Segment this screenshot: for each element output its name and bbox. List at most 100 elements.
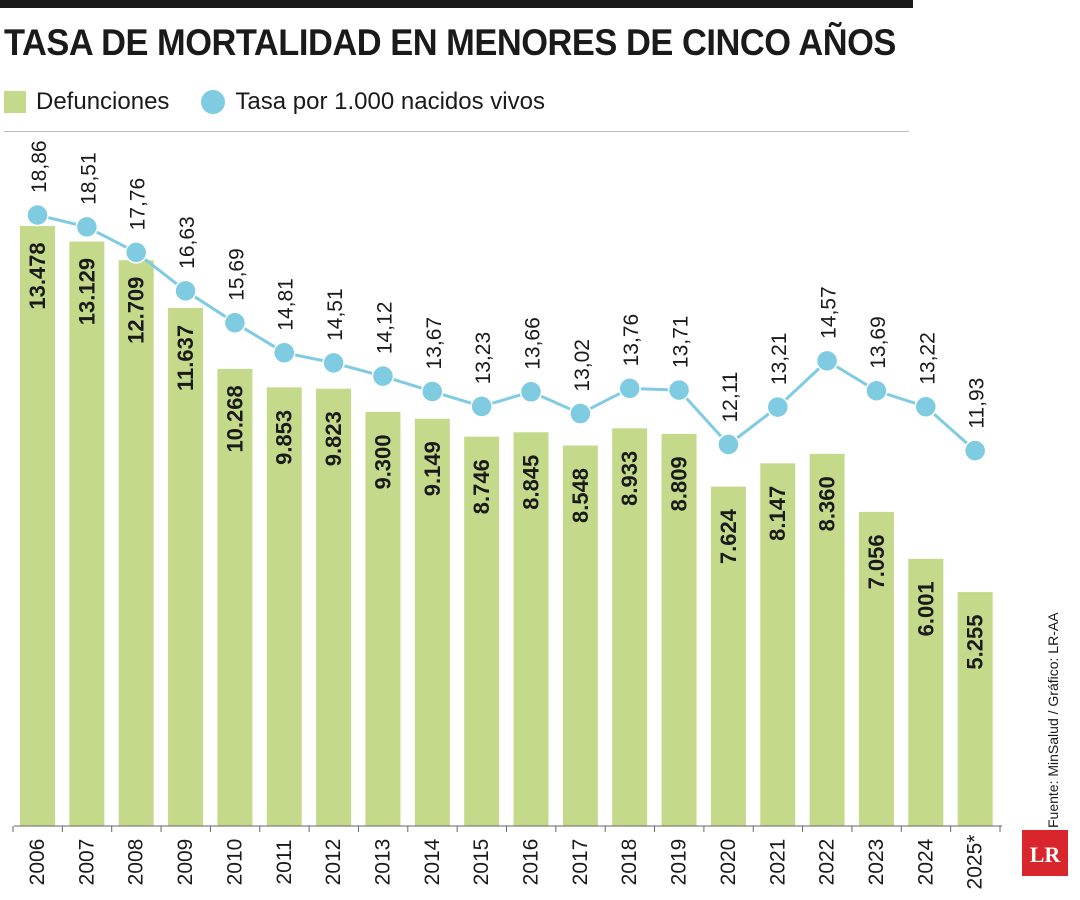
x-tick-label-2009: 2009 bbox=[174, 839, 197, 886]
x-tick-label-2019: 2019 bbox=[668, 839, 691, 886]
rate-point-2024 bbox=[914, 395, 938, 419]
x-tick-label-2023: 2023 bbox=[865, 839, 888, 886]
x-tick-label-2021: 2021 bbox=[766, 839, 789, 886]
rate-point-2012 bbox=[322, 351, 345, 375]
bar-label-2018: 8.933 bbox=[617, 451, 642, 506]
bar-label-2019: 8.809 bbox=[667, 456, 692, 511]
rate-point-2008 bbox=[124, 241, 148, 264]
x-tick-label-2016: 2016 bbox=[520, 839, 543, 886]
rate-label-2016: 13,66 bbox=[522, 317, 545, 370]
x-tick-label-2015: 2015 bbox=[470, 839, 493, 886]
rate-label-2024: 13,22 bbox=[916, 332, 939, 385]
bar-label-2014: 9.149 bbox=[420, 441, 445, 496]
bar-label-2023: 7.056 bbox=[864, 534, 889, 589]
rate-point-2021 bbox=[766, 395, 789, 419]
x-tick-label-2010: 2010 bbox=[223, 839, 246, 886]
rate-label-2015: 13,23 bbox=[472, 332, 495, 385]
bar-2019 bbox=[661, 433, 697, 826]
bar-label-2012: 9.823 bbox=[321, 411, 346, 466]
bar-2016 bbox=[513, 432, 549, 826]
bar-2007 bbox=[69, 241, 105, 826]
x-tick-label-2011: 2011 bbox=[273, 839, 296, 884]
rate-point-2014 bbox=[421, 380, 444, 403]
bar-2020 bbox=[710, 486, 746, 826]
rate-label-2008: 17,76 bbox=[127, 178, 150, 231]
legend-divider bbox=[4, 131, 909, 132]
lr-logo-badge bbox=[1022, 830, 1068, 876]
rate-label-2009: 16,63 bbox=[176, 216, 199, 269]
bar-label-2010: 10.268 bbox=[222, 385, 247, 452]
rate-point-2017 bbox=[569, 402, 592, 425]
legend-swatch-line bbox=[201, 90, 226, 114]
top-rule bbox=[0, 0, 913, 8]
rate-label-2014: 13,67 bbox=[423, 317, 446, 370]
x-tick-label-2020: 2020 bbox=[717, 839, 740, 886]
rate-point-2013 bbox=[371, 364, 395, 388]
bar-2022 bbox=[809, 453, 845, 826]
x-tick-label-2022: 2022 bbox=[816, 839, 839, 886]
x-tick-label-2018: 2018 bbox=[618, 839, 641, 886]
bar-2024 bbox=[908, 558, 944, 826]
chart-title: TASA DE MORTALIDAD EN MENORES DE CINCO A… bbox=[4, 22, 896, 63]
bar-label-2016: 8.845 bbox=[519, 455, 544, 510]
x-tick-label-2024: 2024 bbox=[914, 838, 937, 885]
rate-label-2011: 14,81 bbox=[275, 278, 298, 331]
rate-point-2016 bbox=[519, 380, 543, 404]
legend-item-bars: Defunciones bbox=[4, 88, 169, 116]
bar-2011 bbox=[266, 387, 302, 826]
bar-2017 bbox=[562, 445, 598, 826]
bar-label-2009: 11.637 bbox=[173, 325, 198, 391]
rate-label-2006: 18,86 bbox=[28, 140, 51, 193]
x-tick-label-2017: 2017 bbox=[569, 839, 592, 886]
x-tick-label-2013: 2013 bbox=[371, 839, 394, 886]
bar-label-2013: 9.300 bbox=[370, 434, 395, 489]
bar-label-2022: 8.360 bbox=[815, 476, 840, 531]
x-tick-label-2012: 2012 bbox=[322, 839, 345, 886]
rate-point-2019 bbox=[667, 378, 691, 402]
rate-label-2020: 12,11 bbox=[719, 372, 742, 423]
bar-2021 bbox=[760, 463, 796, 826]
bar-label-2006: 13.478 bbox=[25, 242, 50, 309]
x-tick-label-2008: 2008 bbox=[125, 839, 148, 886]
bar-label-2021: 8.147 bbox=[765, 486, 790, 541]
bar-2025* bbox=[957, 592, 993, 826]
bar-2023 bbox=[858, 511, 894, 826]
rate-point-2006 bbox=[26, 203, 49, 227]
source-note: Fuente: MinSalud / Gráfico: LR-AA bbox=[1045, 612, 1061, 828]
bar-2008 bbox=[118, 260, 154, 827]
bar-2006 bbox=[20, 226, 55, 826]
rate-label-2022: 14,57 bbox=[818, 286, 841, 339]
x-tick-label-2006: 2006 bbox=[26, 839, 49, 886]
legend-label-bars: Defunciones bbox=[36, 88, 170, 115]
rate-point-2015 bbox=[470, 395, 493, 418]
rate-point-2023 bbox=[865, 379, 888, 403]
rate-point-2025* bbox=[963, 439, 987, 462]
rate-point-2009 bbox=[174, 279, 197, 303]
rate-label-2019: 13,71 bbox=[670, 316, 693, 369]
bar-2010 bbox=[217, 368, 253, 826]
rate-point-2022 bbox=[815, 349, 839, 373]
lr-logo: LR bbox=[1022, 830, 1068, 876]
bar-label-2020: 7.624 bbox=[716, 508, 741, 564]
legend-swatch-bars bbox=[4, 91, 26, 113]
bar-label-2024: 6.001 bbox=[913, 581, 938, 636]
rate-label-2018: 13,76 bbox=[620, 314, 643, 367]
bar-2012 bbox=[316, 388, 352, 826]
bar-2014 bbox=[414, 418, 450, 826]
legend-item-line: Tasa por 1.000 nacidos vivos bbox=[201, 88, 545, 116]
rate-point-2010 bbox=[223, 311, 247, 335]
x-tick-label-2007: 2007 bbox=[75, 839, 98, 886]
rate-point-2011 bbox=[273, 341, 296, 364]
rate-label-2017: 13,02 bbox=[571, 339, 594, 392]
rate-label-2025*: 11,93 bbox=[966, 378, 989, 429]
rate-point-2007 bbox=[75, 215, 99, 239]
bar-label-2007: 13.129 bbox=[74, 258, 99, 325]
bar-label-2011: 9.853 bbox=[272, 410, 297, 465]
rate-label-2010: 15,69 bbox=[225, 248, 248, 301]
bar-label-2017: 8.548 bbox=[568, 468, 593, 523]
bar-2018 bbox=[612, 428, 648, 826]
rate-label-2021: 13,21 bbox=[768, 333, 791, 386]
bar-label-2008: 12.709 bbox=[124, 277, 149, 344]
rate-label-2013: 14,12 bbox=[373, 302, 396, 355]
